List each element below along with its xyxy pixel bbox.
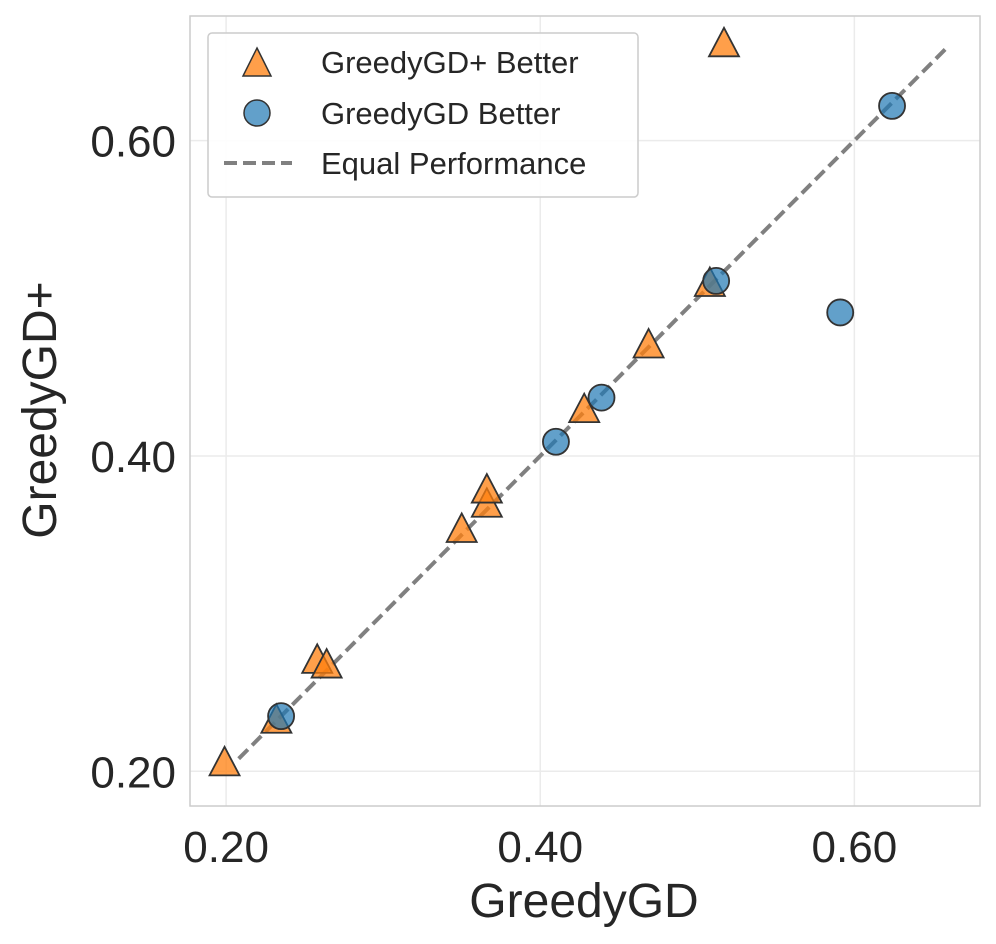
legend-marker-triangle: [241, 46, 273, 77]
data-points: [208, 25, 906, 777]
x-tick-label: 0.60: [812, 823, 898, 872]
plot-frame: [189, 15, 981, 807]
x-axis-label: GreedyGD: [469, 875, 698, 928]
point-greedygd-plus-better: [445, 511, 479, 543]
point-greedygd-plus-better: [208, 744, 242, 777]
point-greedygd-better: [878, 91, 906, 120]
x-tick-label: 0.20: [183, 823, 269, 872]
point-greedygd-better: [542, 427, 570, 456]
point-greedygd-plus-better: [567, 391, 601, 424]
legend: GreedyGD+ Better GreedyGD Better Equal P…: [207, 32, 639, 198]
y-tick-label: 0.20: [90, 748, 176, 797]
point-greedygd-plus-better: [470, 472, 504, 504]
point-greedygd-better: [267, 702, 295, 731]
x-tick-label: 0.40: [497, 823, 583, 872]
legend-label-greedygd-plus-better: GreedyGD+ Better: [321, 45, 579, 80]
tick-labels: 0.20 0.40 0.60 0.20 0.40 0.60: [90, 118, 897, 872]
point-greedygd-plus-better: [707, 25, 741, 58]
y-axis-label: GreedyGD+: [14, 281, 67, 538]
legend-label-equal-performance: Equal Performance: [321, 146, 586, 181]
point-greedygd-better: [702, 267, 731, 295]
y-tick-label: 0.60: [90, 118, 176, 167]
legend-marker-circle: [243, 99, 271, 127]
point-greedygd-plus-better: [632, 327, 666, 359]
legend-label-greedygd-better: GreedyGD Better: [321, 96, 560, 131]
y-tick-label: 0.40: [90, 433, 176, 482]
point-greedygd-plus-better: [310, 647, 344, 679]
point-greedygd-better: [587, 383, 616, 412]
legend-box: [207, 32, 639, 198]
point-greedygd-better: [826, 298, 855, 327]
